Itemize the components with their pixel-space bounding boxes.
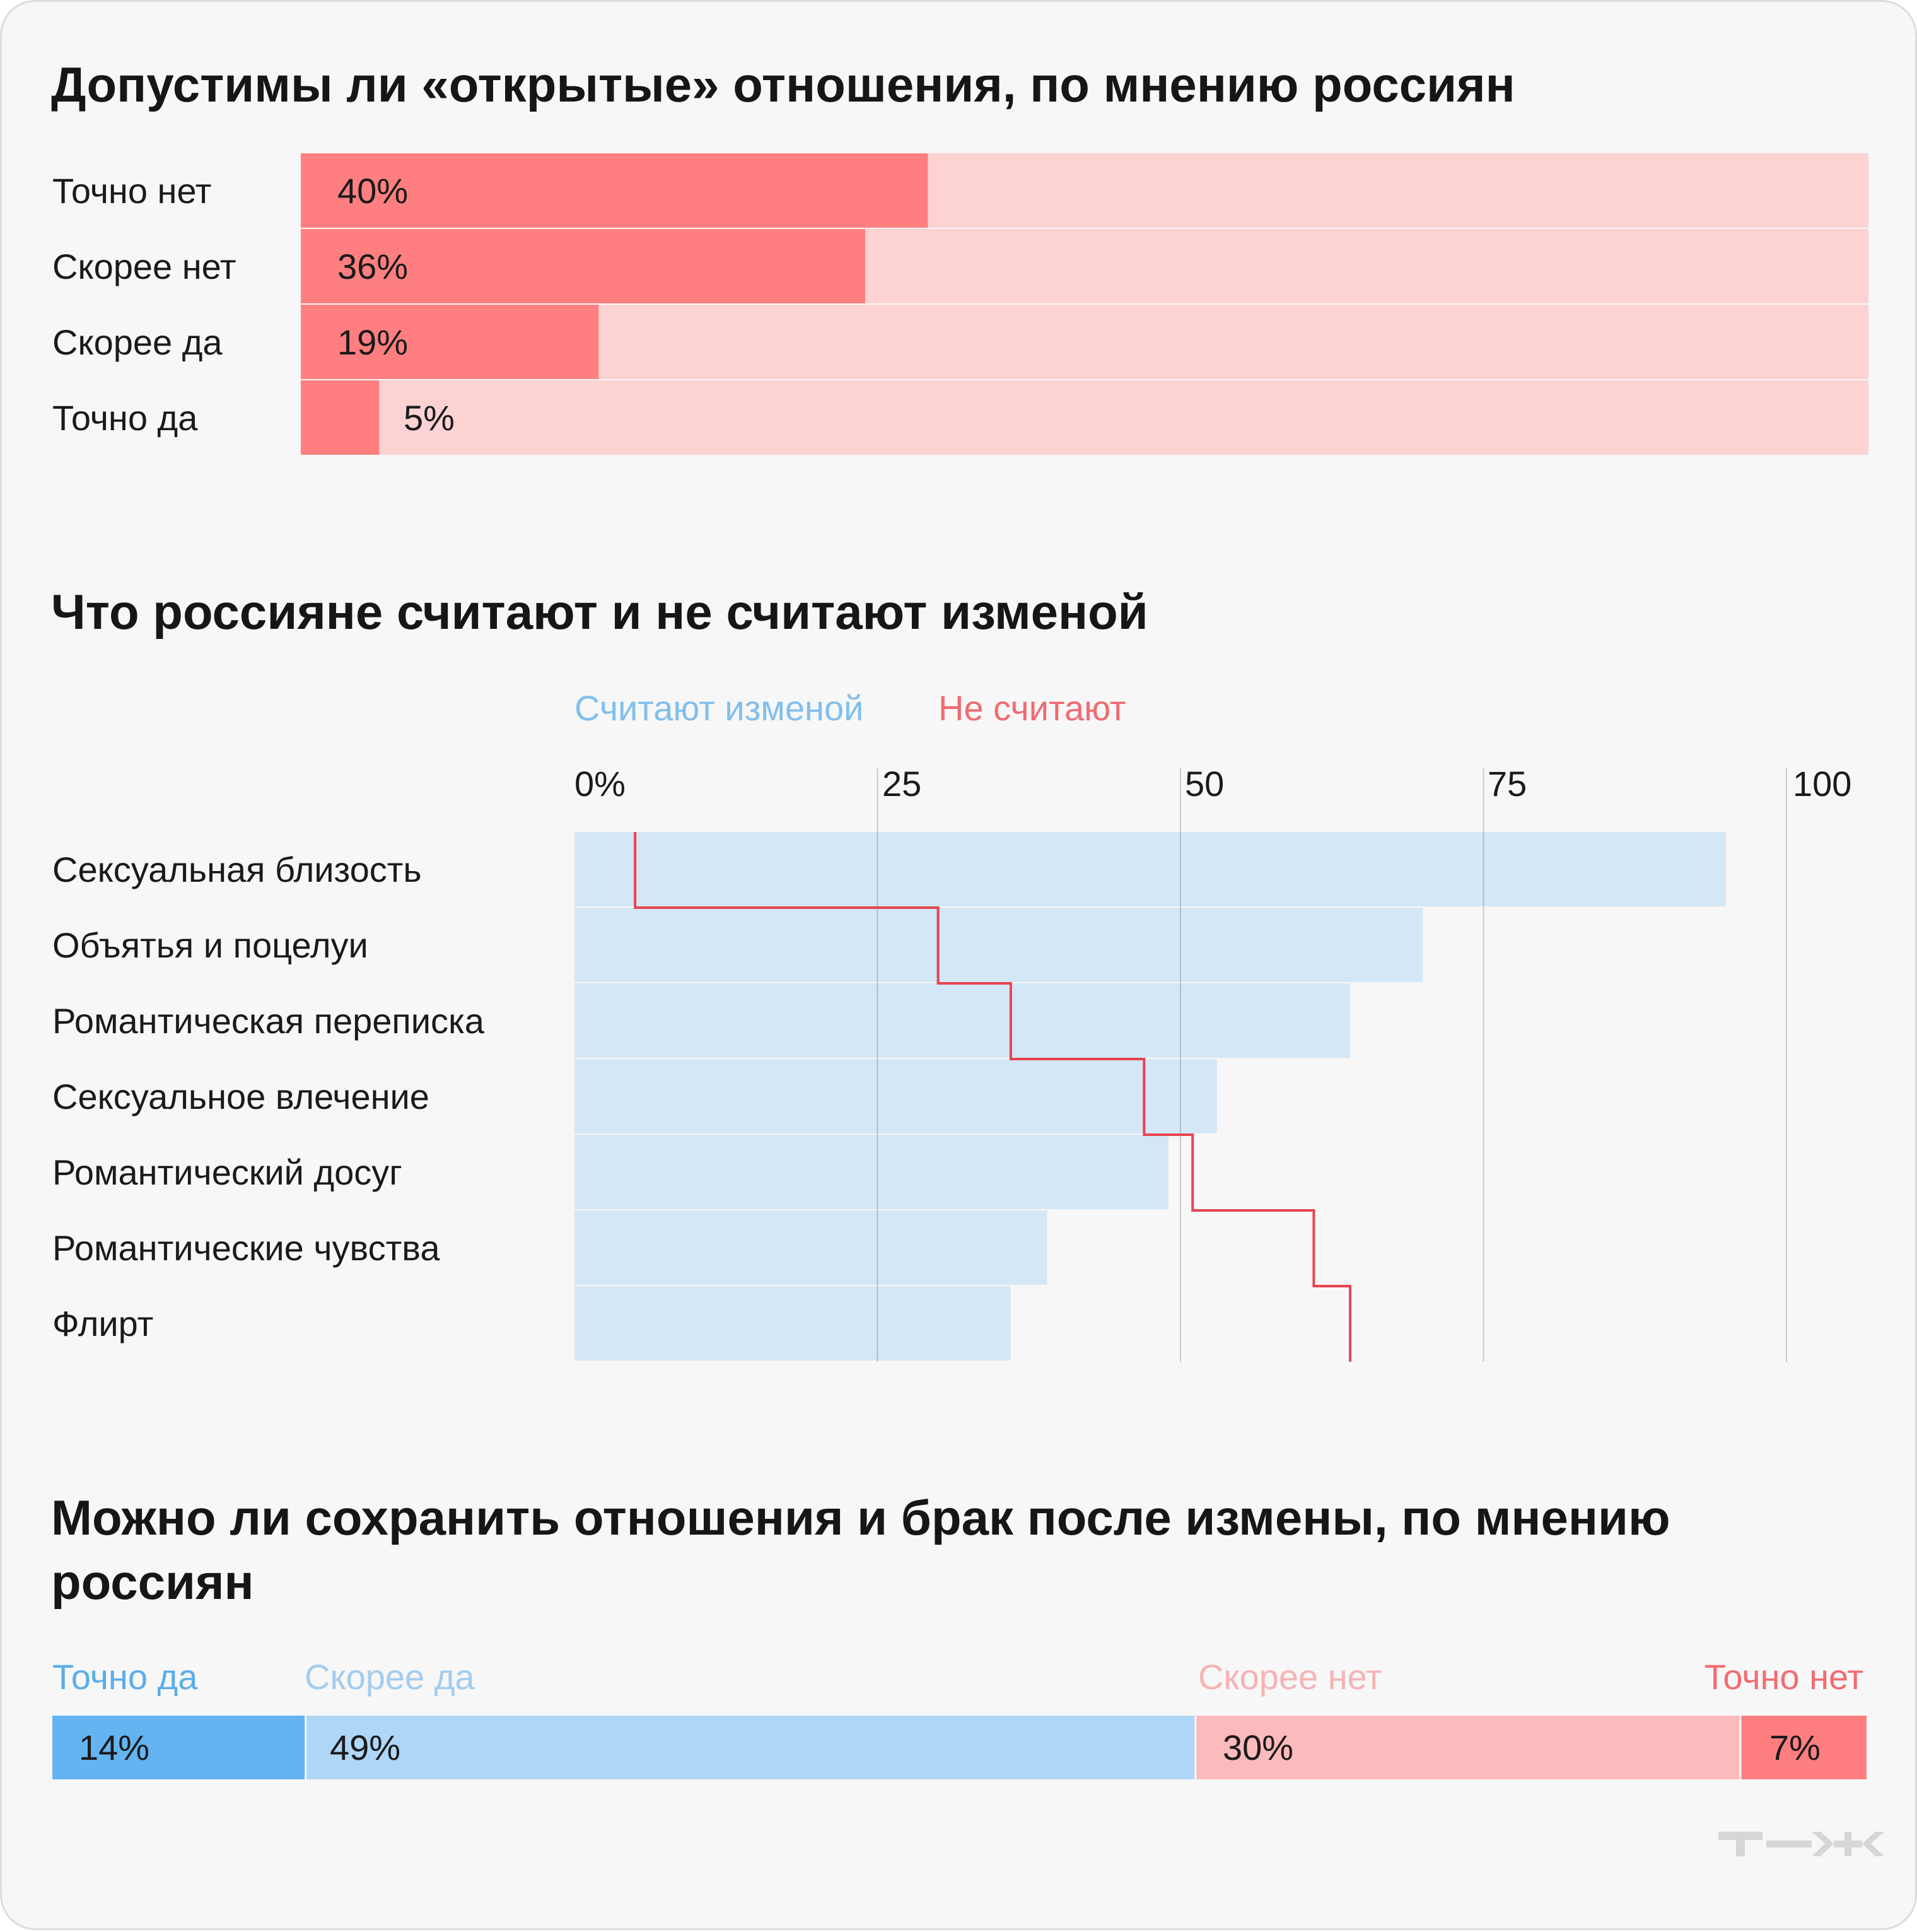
chart-3-segment xyxy=(306,1716,1195,1779)
chart-1-value-label: 5% xyxy=(404,398,455,438)
chart-2-row-label: Сексуальное влечение xyxy=(52,1077,429,1116)
chart-2-row-label: Романтический досуг xyxy=(52,1152,402,1192)
chart-2-bar xyxy=(574,908,1423,982)
chart-1-bar xyxy=(301,380,380,455)
chart-3-segment-label: Точно нет xyxy=(1704,1657,1863,1697)
chart-2-row-label: Романтические чувства xyxy=(52,1228,440,1268)
chart-1-value-label: 19% xyxy=(337,322,409,362)
chart-2-bar xyxy=(574,1210,1047,1285)
chart-3-value-label: 49% xyxy=(330,1728,401,1767)
chart-1-row-label: Скорее нет xyxy=(52,247,236,286)
chart-2-title: Что россияне считают и не считают измено… xyxy=(51,584,1148,640)
chart-1-bar xyxy=(301,153,928,228)
chart-1-row-label: Точно да xyxy=(52,398,198,438)
chart-3-segment xyxy=(1196,1716,1740,1779)
chart-1-value-label: 40% xyxy=(337,171,409,211)
chart-2-tick-label: 25 xyxy=(882,764,922,804)
chart-3-segment-label: Скорее нет xyxy=(1198,1657,1382,1697)
chart-2-row-label: Сексуальная близость xyxy=(52,850,422,889)
chart-3-value-label: 14% xyxy=(79,1728,150,1767)
chart-2-tick-label: 75 xyxy=(1488,764,1527,804)
chart-3-segment-label: Точно да xyxy=(52,1657,198,1697)
chart-2-tick-label: 50 xyxy=(1185,764,1225,804)
chart-3-segment xyxy=(1741,1716,1867,1779)
chart-3-segment-label: Скорее да xyxy=(305,1657,475,1697)
chart-3-segment xyxy=(52,1716,305,1779)
chart-1-bar xyxy=(301,305,599,379)
chart-2-bar xyxy=(574,832,1726,906)
chart-2-legend-item: Не считают xyxy=(938,688,1126,728)
chart-1-title: Допустимы ли «открытые» отношения, по мн… xyxy=(51,57,1515,112)
chart-2-bar xyxy=(574,983,1351,1058)
chart-1-bar xyxy=(301,229,865,303)
chart-1-row-label: Скорее да xyxy=(52,322,223,362)
chart-3-title: Можно ли сохранить отношения и брак посл… xyxy=(51,1490,1670,1610)
chart-1-row-label: Точно нет xyxy=(52,171,212,211)
chart-2-bar xyxy=(574,1135,1168,1209)
chart-2-row-label: Флирт xyxy=(52,1304,154,1344)
chart-1-value-label: 36% xyxy=(337,247,409,286)
chart-3-value-label: 30% xyxy=(1223,1728,1294,1767)
chart-2-legend-item: Считают изменой xyxy=(574,688,864,728)
chart-2-bar xyxy=(574,1286,1011,1361)
chart-2-tick-label: 100 xyxy=(1793,764,1852,804)
chart-2-bar xyxy=(574,1059,1217,1133)
chart-1-track xyxy=(301,380,1868,455)
chart-2-not-cheating-line xyxy=(634,832,1352,1362)
chart-2-tick-label: 0% xyxy=(574,764,626,804)
chart-3-value-label: 7% xyxy=(1769,1728,1821,1767)
chart-2-row-label: Объятья и поцелуи xyxy=(52,925,368,965)
chart-2-row-label: Романтическая переписка xyxy=(52,1001,484,1041)
logo-icon xyxy=(1718,1832,1884,1856)
